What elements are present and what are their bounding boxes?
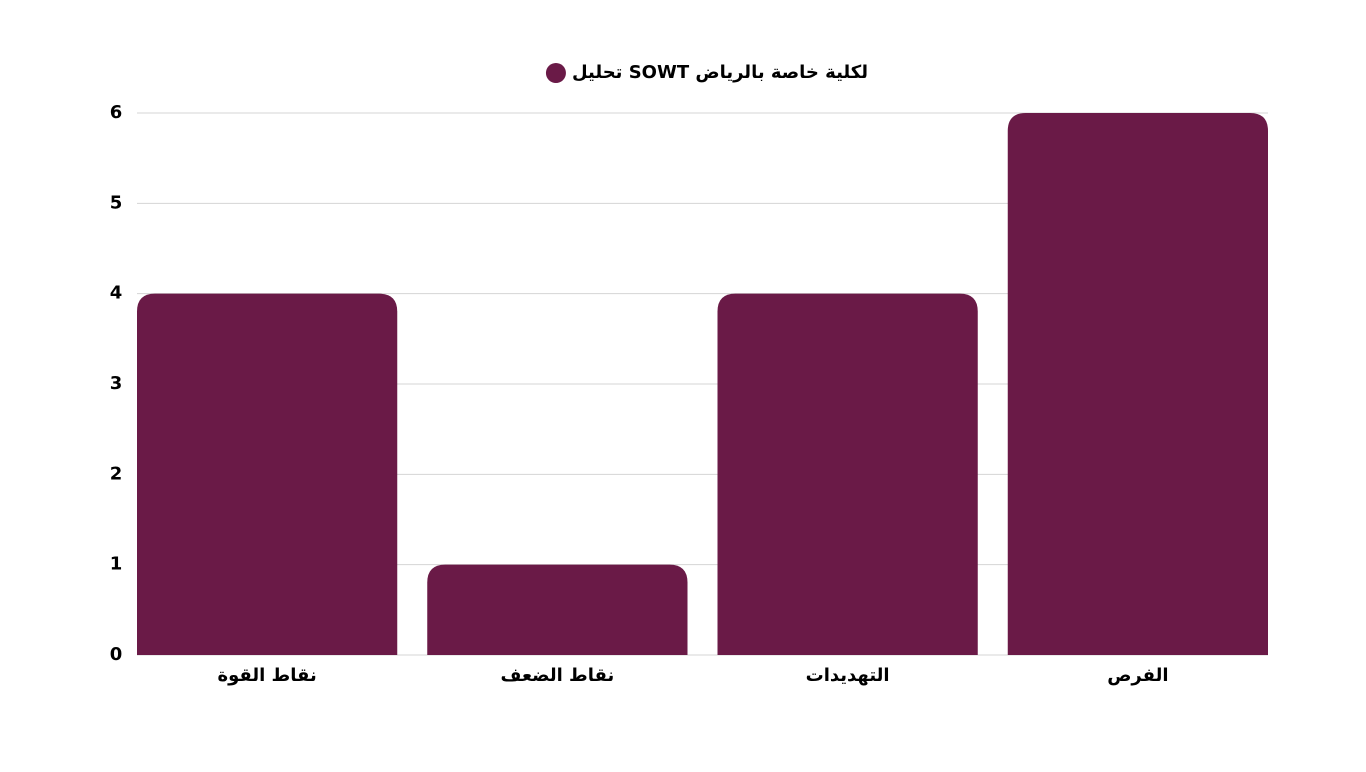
x-tick-label: نقاط القوة <box>218 665 317 686</box>
y-tick-label: 2 <box>110 463 123 484</box>
bar <box>717 293 978 655</box>
bar <box>427 564 688 655</box>
y-tick-label: 6 <box>110 102 123 123</box>
x-tick-label: التهديدات <box>806 665 890 686</box>
legend-marker <box>545 63 566 83</box>
y-tick-label: 5 <box>110 192 123 213</box>
y-tick-label: 4 <box>110 283 123 304</box>
y-tick-label: 1 <box>110 554 123 575</box>
y-tick-label: 3 <box>110 373 123 394</box>
y-tick-label: 0 <box>110 644 123 665</box>
bar <box>1007 113 1268 655</box>
legend-label: تحليل SOWT لكلية خاصة بالرياض <box>572 62 868 83</box>
x-tick-label: نقاط الضعف <box>501 665 615 686</box>
x-tick-label: الفرص <box>1107 665 1168 686</box>
bar <box>137 293 398 655</box>
